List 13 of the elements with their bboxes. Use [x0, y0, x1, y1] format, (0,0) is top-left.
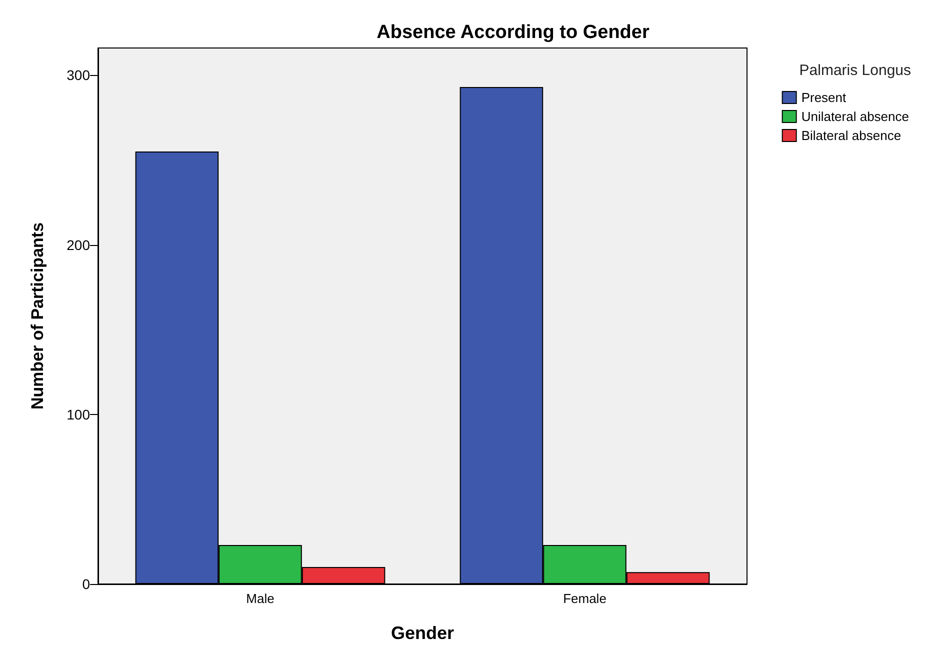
chart-title: Absence According to Gender: [376, 22, 650, 43]
y-axis-title: Number of Participants: [28, 222, 47, 410]
x-axis-title: Gender: [390, 623, 454, 643]
legend-title: Palmaris Longus: [799, 62, 912, 79]
y-tick-label: 300: [66, 67, 90, 84]
y-tick-label: 100: [66, 406, 90, 422]
x-tick-label: Female: [563, 591, 606, 606]
y-tick-label: 0: [82, 576, 90, 592]
legend-label: Bilateral absence: [801, 128, 902, 143]
y-tick-label: 200: [66, 236, 90, 253]
legend-label: Present: [801, 90, 847, 105]
x-tick-label: Male: [246, 591, 274, 606]
legend-label: Unilateral absence: [801, 109, 910, 124]
